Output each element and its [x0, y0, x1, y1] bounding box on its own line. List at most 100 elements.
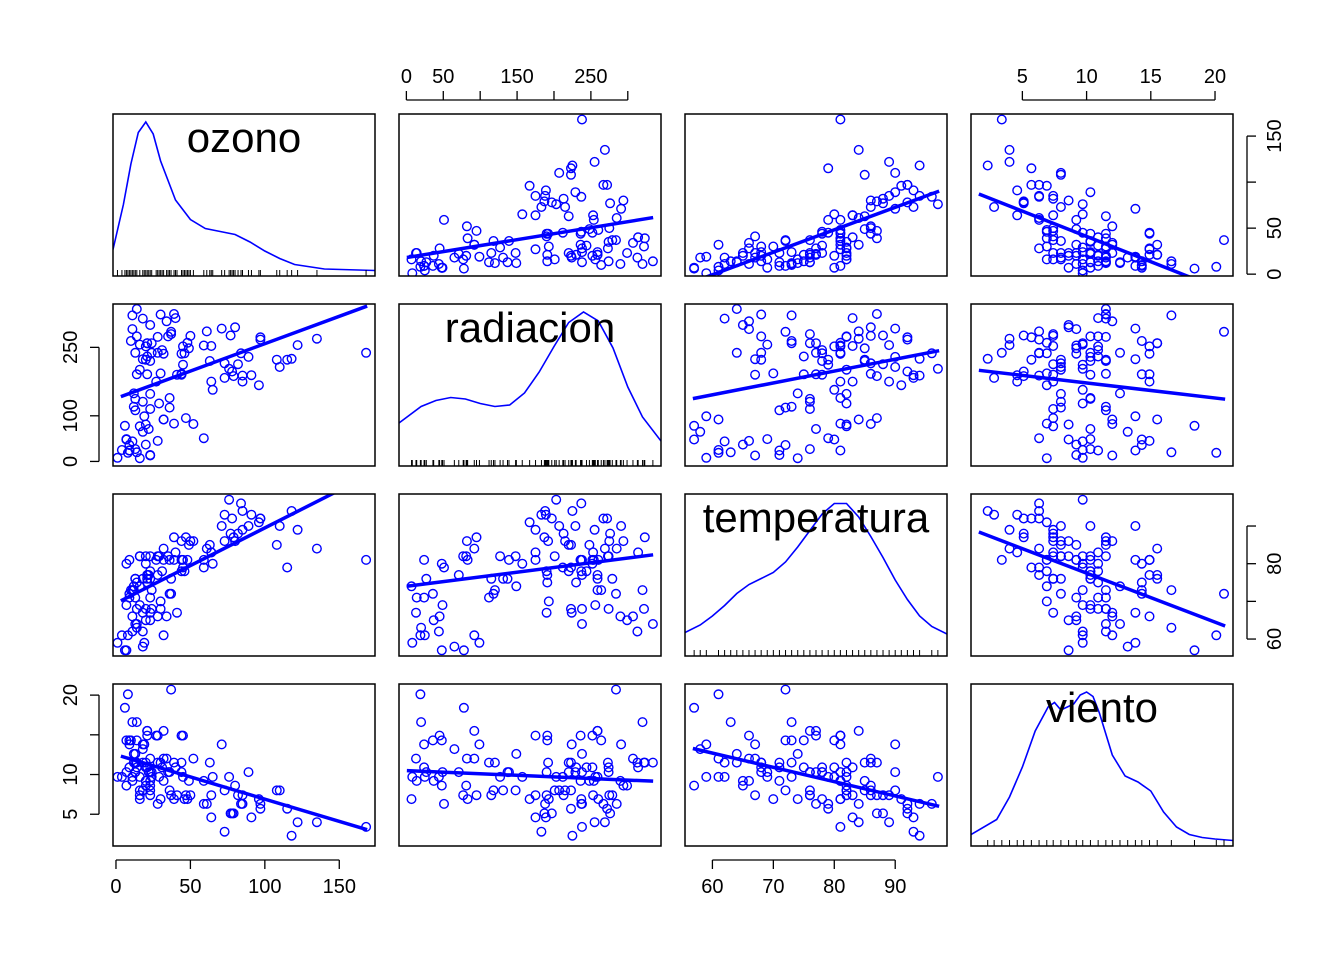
data-point — [829, 434, 840, 445]
data-point — [841, 243, 852, 254]
data-point — [434, 730, 445, 741]
data-point — [437, 262, 448, 273]
data-point — [1085, 444, 1096, 455]
data-point — [1048, 193, 1059, 204]
panel-plot-area — [406, 114, 658, 276]
data-point — [774, 405, 785, 416]
data-point — [1107, 630, 1118, 641]
data-point — [436, 780, 447, 791]
data-point — [701, 411, 712, 422]
data-point — [131, 331, 142, 342]
data-point — [437, 600, 448, 611]
data-point — [143, 424, 154, 435]
density-curve-radiacion — [399, 311, 661, 442]
data-point — [932, 363, 943, 374]
data-point — [560, 536, 571, 547]
data-point — [713, 445, 724, 456]
data-point — [421, 257, 432, 268]
data-point — [1107, 221, 1118, 232]
panel-plot-area — [978, 304, 1229, 464]
data-point — [689, 702, 700, 713]
data-point — [835, 730, 846, 741]
data-point — [1100, 405, 1111, 416]
data-point — [253, 517, 264, 528]
panel-frame — [684, 493, 948, 657]
data-point — [604, 536, 615, 547]
data-point — [865, 223, 876, 234]
data-point — [1136, 260, 1147, 271]
data-point — [890, 785, 901, 796]
data-point — [1144, 249, 1155, 260]
panel-frame — [970, 493, 1234, 657]
data-point — [1012, 210, 1023, 221]
data-point — [530, 554, 541, 565]
tick-label: 250 — [574, 66, 607, 88]
data-point — [628, 753, 639, 764]
tick-label: 20 — [1204, 66, 1226, 88]
data-point — [1055, 588, 1066, 599]
tick-label: 50 — [432, 66, 454, 88]
data-point — [560, 201, 571, 212]
data-point — [804, 790, 815, 801]
data-point — [1100, 551, 1111, 562]
data-point — [587, 730, 598, 741]
data-point — [1034, 562, 1045, 573]
panel-plot-area — [113, 494, 372, 656]
panel-viento-radiacion — [398, 683, 662, 847]
data-point — [137, 573, 148, 584]
data-point — [158, 725, 169, 736]
data-point — [510, 247, 521, 258]
data-point — [731, 304, 742, 315]
data-point — [1218, 588, 1229, 599]
data-point — [890, 739, 901, 750]
data-point — [1100, 603, 1111, 614]
data-point — [865, 757, 876, 768]
data-point — [1152, 239, 1163, 250]
data-point — [121, 600, 132, 611]
data-point — [121, 434, 132, 445]
data-point — [865, 368, 876, 379]
data-point — [639, 757, 650, 768]
regression-line — [692, 348, 940, 401]
data-point — [1114, 388, 1125, 399]
data-point — [1055, 396, 1066, 407]
data-point — [540, 812, 551, 823]
data-point — [1071, 615, 1082, 626]
right-axis-ozono: 0 50 150 — [1246, 119, 1286, 280]
data-point — [596, 735, 607, 746]
data-point — [1152, 543, 1163, 554]
data-point — [599, 144, 610, 155]
data-point — [1144, 611, 1155, 622]
regression-line — [406, 768, 654, 783]
data-point — [1152, 338, 1163, 349]
data-point — [540, 190, 551, 201]
data-point — [713, 447, 724, 458]
data-point — [216, 739, 227, 750]
data-point — [639, 603, 650, 614]
data-point — [145, 450, 156, 461]
data-point — [865, 330, 876, 341]
data-point — [152, 435, 163, 446]
data-point — [567, 830, 578, 841]
regression-line — [120, 754, 368, 832]
top-axis-radiacion: 0 50 150 250 — [401, 66, 629, 101]
data-point — [1130, 323, 1141, 334]
data-point — [274, 785, 285, 796]
tick-label: 5 — [1017, 66, 1028, 88]
data-point — [996, 114, 1007, 125]
data-point — [853, 333, 864, 344]
data-point — [246, 370, 257, 381]
data-point — [841, 767, 852, 778]
data-point — [484, 257, 495, 268]
data-point — [835, 445, 846, 456]
data-point — [137, 396, 148, 407]
data-point — [140, 558, 151, 569]
data-point — [853, 144, 864, 155]
variable-label-temperatura: temperatura — [703, 494, 930, 541]
data-point — [292, 817, 303, 828]
data-point — [407, 637, 418, 648]
data-point — [121, 780, 132, 791]
data-point — [932, 199, 943, 210]
data-point — [725, 256, 736, 267]
data-point — [817, 762, 828, 773]
